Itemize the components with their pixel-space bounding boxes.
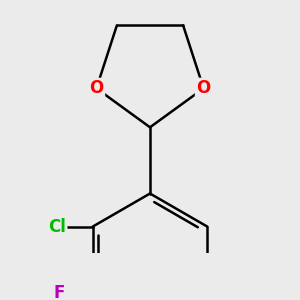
Text: O: O: [89, 80, 103, 98]
Text: O: O: [196, 80, 211, 98]
Text: Cl: Cl: [48, 218, 66, 236]
Text: F: F: [54, 284, 65, 300]
